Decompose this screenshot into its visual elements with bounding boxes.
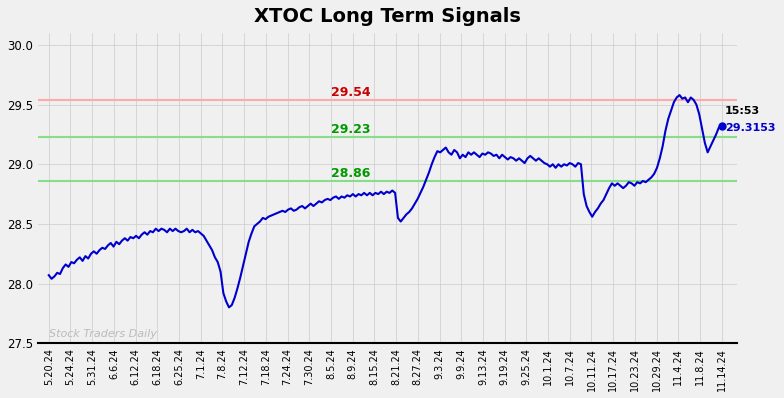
Text: 29.23: 29.23 xyxy=(331,123,371,136)
Text: 15:53: 15:53 xyxy=(725,106,760,116)
Text: 29.54: 29.54 xyxy=(331,86,371,99)
Title: XTOC Long Term Signals: XTOC Long Term Signals xyxy=(254,7,521,26)
Text: 29.3153: 29.3153 xyxy=(725,123,775,133)
Text: Stock Traders Daily: Stock Traders Daily xyxy=(49,329,157,339)
Text: 28.86: 28.86 xyxy=(331,168,370,180)
